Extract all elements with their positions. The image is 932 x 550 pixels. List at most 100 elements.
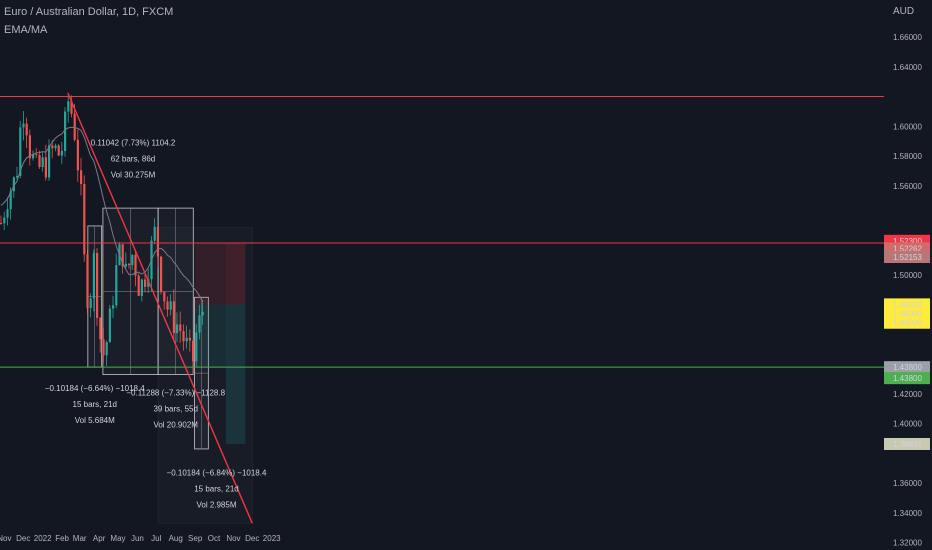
candle <box>57 145 60 156</box>
time-tick: 2022 <box>34 534 52 543</box>
symbol-title[interactable]: Euro / Australian Dollar, 1D, FXCM <box>4 6 174 18</box>
candle <box>182 331 185 342</box>
candle <box>86 254 89 309</box>
measure-1-line-3: Vol 5.684M <box>75 416 115 425</box>
candle <box>25 123 28 136</box>
candle <box>172 301 175 334</box>
price-tick: 1.36000 <box>893 479 922 488</box>
time-tick: Nov <box>0 534 12 543</box>
price-tick: 1.50000 <box>893 271 922 280</box>
time-tick: Oct <box>208 534 221 543</box>
price-label: 1.38632 <box>893 440 922 449</box>
candle <box>6 209 9 218</box>
time-tick: Aug <box>169 534 183 543</box>
time-tick: Jun <box>131 534 144 543</box>
candle <box>60 150 63 156</box>
candle <box>12 177 15 192</box>
measure-4-line-2: 15 bars, 21d <box>194 485 238 494</box>
candle <box>201 311 204 316</box>
price-tick: 1.58000 <box>893 152 922 161</box>
candle <box>9 191 12 210</box>
price-label-bg <box>884 361 930 374</box>
candle <box>105 342 108 356</box>
candle <box>83 183 86 255</box>
price-label-bg <box>884 316 930 329</box>
candle <box>147 279 150 287</box>
time-tick: Apr <box>93 534 106 543</box>
price-label: 1.52262 <box>893 244 922 253</box>
drawing-layer <box>87 207 253 524</box>
time-tick: Sep <box>188 534 203 543</box>
candle <box>38 155 41 167</box>
price-label-bg <box>884 437 930 450</box>
time-tick: Mar <box>73 534 87 543</box>
price-label: 1.52153 <box>893 253 922 262</box>
candle <box>99 317 102 340</box>
candle <box>67 101 70 112</box>
range-region <box>157 227 253 524</box>
measure-4-line-1: −0.10184 (−6.84%) −1018.4 <box>167 469 267 478</box>
candle <box>156 226 159 257</box>
candle <box>89 298 92 309</box>
candle <box>192 340 195 362</box>
target-zone-1 <box>195 304 226 368</box>
candle <box>41 157 44 167</box>
measure-2-line-2: 62 bars, 86d <box>111 155 155 164</box>
candle <box>169 301 172 310</box>
candle <box>131 254 134 266</box>
moving-average-line <box>0 126 204 302</box>
price-label: 1.48000 <box>893 310 922 319</box>
candle <box>51 145 54 149</box>
candle <box>92 252 95 299</box>
candle <box>0 222 3 224</box>
price-tick: 1.34000 <box>893 509 922 518</box>
candle <box>64 111 67 151</box>
candle <box>48 145 51 178</box>
candle <box>76 139 79 171</box>
price-label: 1.48000 <box>893 319 922 328</box>
price-label: 1.48023 <box>893 300 922 309</box>
candle <box>70 101 73 114</box>
candle <box>3 217 6 224</box>
candle <box>80 170 83 184</box>
measure-3-line-3: Vol 20.902M <box>153 420 198 429</box>
annotation-layer: −0.10184 (−6.64%) −1018.4 15 bars, 21d Vol… <box>45 139 267 510</box>
price-tick: 1.42000 <box>893 390 922 399</box>
measure-2-line-3: Vol 30.275M <box>111 171 156 180</box>
candle <box>16 175 19 178</box>
measure-1-line-2: 15 bars, 21d <box>73 400 117 409</box>
price-tick: 1.56000 <box>893 182 922 191</box>
stop-zone-1 <box>195 242 226 305</box>
candle <box>144 279 147 287</box>
price-label: 1.43800 <box>893 374 922 383</box>
candle <box>28 135 31 159</box>
candle <box>198 315 201 333</box>
price-axis[interactable] <box>884 0 932 550</box>
candle <box>112 305 115 309</box>
measure-4-line-3: Vol 2.985M <box>196 501 236 510</box>
candle <box>134 254 137 276</box>
price-tick: 1.60000 <box>893 122 922 131</box>
stop-zone-2 <box>225 242 246 305</box>
candle <box>54 145 57 149</box>
candles-layer <box>0 95 204 375</box>
trend-line <box>67 92 253 524</box>
candle <box>124 263 127 267</box>
price-label-bg <box>884 298 930 311</box>
candle <box>115 265 118 306</box>
time-tick: Feb <box>55 534 69 543</box>
target-zone-2 <box>225 304 246 444</box>
price-tick: 1.66000 <box>893 33 922 42</box>
candle <box>22 123 25 128</box>
price-tick: 1.64000 <box>893 63 922 72</box>
indicator-label[interactable]: EMA/MA <box>4 24 48 36</box>
candle <box>160 256 163 292</box>
time-tick: 2023 <box>263 534 281 543</box>
time-tick: Nov <box>226 534 240 543</box>
currency-label: AUD <box>893 6 915 17</box>
candle <box>32 154 35 159</box>
time-tick: Dec <box>16 534 30 543</box>
measure-1-line-1: −0.10184 (−6.64%) −1018.4 <box>45 384 145 393</box>
